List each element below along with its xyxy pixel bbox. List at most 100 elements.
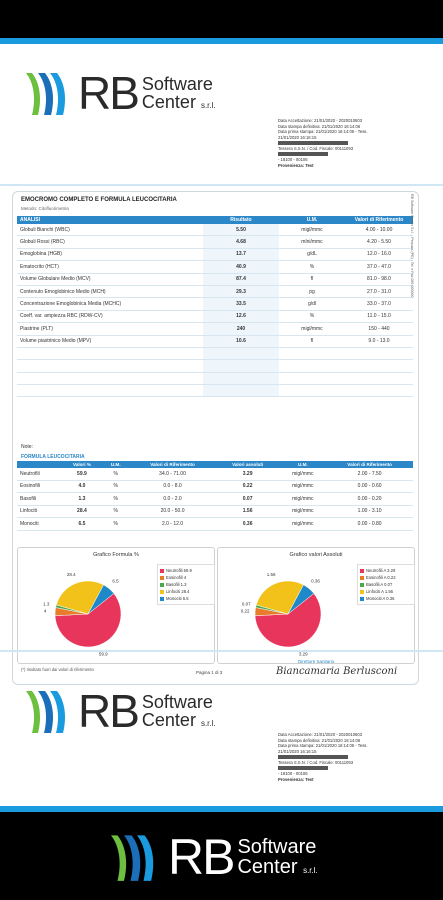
top-black-bar <box>0 0 443 38</box>
logo-center: Center <box>237 856 298 878</box>
legend-label: Monociti A 0.36 <box>366 596 395 601</box>
formula-cell-pct: 6.5 <box>61 517 103 531</box>
bottom-accent-line <box>0 806 443 812</box>
logo-rb: RB <box>78 685 140 737</box>
cell-result: 29.3 <box>203 285 279 299</box>
cell-um: migl/mmc <box>279 322 345 336</box>
logo-srl: s.r.l. <box>200 101 216 110</box>
col-um: U.M. <box>279 216 345 224</box>
top-accent-line <box>0 38 443 44</box>
legend-swatch <box>160 596 164 601</box>
cell-ref: 9.0 - 13.0 <box>345 335 413 348</box>
table-row: Ematocrito (HCT) 40.9% 37.0 - 47.0 <box>17 260 413 274</box>
cell-analisi: Piastrine (PLT) <box>17 322 203 336</box>
chart-title: Grafico valori Assoluti <box>289 552 343 558</box>
formula-cell-ref2: 0.00 - 0.20 <box>326 492 413 506</box>
formula-title: FORMULA LEUCOCITARIA <box>21 454 85 460</box>
cell-um: pg <box>279 285 345 299</box>
legend-item: Basofili 1.3 <box>160 581 212 588</box>
formula-col: U.M. <box>279 461 327 468</box>
formula-cell-ref2: 2.00 - 7.50 <box>326 468 413 481</box>
cell-ref: 81.0 - 98.0 <box>345 273 413 286</box>
bottom-black-bar: RB Software Center s.r.l. <box>0 812 443 900</box>
formula-cell-um: % <box>102 505 130 518</box>
formula-cell-pct: 4.0 <box>61 480 103 493</box>
legend-swatch <box>360 589 364 594</box>
legend-label: Eosinofili A 0.22 <box>366 575 396 580</box>
legend-label: Neutrofili A 3.29 <box>366 568 396 573</box>
formula-cell-pct: 28.4 <box>61 505 103 518</box>
pie-data-label: 1.56 <box>267 572 276 577</box>
results-table: ANALISI Risultato U.M. Valori di Riferim… <box>17 216 413 398</box>
redacted-address <box>278 152 328 157</box>
cell-analisi: Globuli Rossi (RBC) <box>17 235 203 249</box>
cell-analisi: Volume piastrinico Medio (MPV) <box>17 335 203 348</box>
blank-cell <box>279 347 345 361</box>
logo-srl: s.r.l. <box>303 866 318 875</box>
cell-ref: 33.0 - 37.0 <box>345 297 413 311</box>
cell-result: 240 <box>203 322 279 336</box>
brand-logo-bottom: RB Software Center s.r.l. <box>108 828 318 886</box>
formula-cell-um2: migl/mmc <box>279 517 327 531</box>
info-addr: - 18100 - 00106 <box>278 157 308 163</box>
formula-col: Valori assoluti <box>215 461 280 468</box>
legend-swatch <box>360 582 364 587</box>
pie-chart-absolute: Grafico valori Assoluti 3.29 0.22 0.07 1.56… <box>217 547 415 664</box>
formula-cell-ref2: 0.00 - 0.60 <box>326 480 413 493</box>
formula-cell-name: Monociti <box>17 517 62 531</box>
cell-result: 5.50 <box>203 224 279 237</box>
info-line: 21/01/2020 16:16:15 <box>278 134 317 140</box>
formula-cell-ref: 0.0 - 8.0 <box>129 480 216 493</box>
info-line: Data Accettazione: 21/01/2020 - 20200106… <box>278 732 363 737</box>
patient-header-info-page2: Data Accettazione: 21/01/2020 - 20200106… <box>278 732 368 782</box>
pie-data-label: 6.5 <box>112 579 119 584</box>
legend-item: Linfociti A 1.56 <box>360 588 412 595</box>
blank-row <box>17 359 413 373</box>
formula-cell-um2: migl/mmc <box>279 480 327 493</box>
legend-swatch <box>160 582 164 587</box>
cell-um: g/dl <box>279 297 345 311</box>
footnote: (*) risultato fuori dai valori di riferi… <box>21 667 94 672</box>
table-row: Globuli Rossi (RBC) 4.68 mlni/mmc 4.20 - 5.… <box>17 235 413 249</box>
formula-col <box>17 461 62 468</box>
formula-cell-abs: 3.29 <box>215 468 280 481</box>
chart-legend: Neutrofili A 3.29 Eosinofili A 0.22 Basofi… <box>357 564 415 605</box>
side-company-text: RB Software Center S.r.l. - Pescara (PE)… <box>410 194 414 298</box>
report-panel: EMOCROMO COMPLETO E FORMULA LEUCOCITARIA… <box>12 191 419 685</box>
blank-cell <box>345 384 413 398</box>
legend-item: Eosinofili A 0.22 <box>360 574 412 581</box>
pie-data-label: 28.4 <box>67 572 76 577</box>
cell-analisi: Globuli Bianchi (WBC) <box>17 224 203 237</box>
info-fiscal: Tessera S.S.N. / Cod. Fiscale: 00111093 <box>278 759 354 765</box>
redacted-name <box>278 141 348 146</box>
report-title: EMOCROMO COMPLETO E FORMULA LEUCOCITARIA <box>21 197 177 203</box>
logo-center: Center <box>141 92 196 112</box>
blank-cell <box>279 384 345 398</box>
formula-cell-um2: migl/mmc <box>279 468 327 481</box>
formula-row: Neutrofili 59.9% 34.0 - 71.00 3.29 migl/mmc 2… <box>17 468 413 481</box>
cell-result: 33.5 <box>203 297 279 311</box>
cell-ref: 11.0 - 15.0 <box>345 310 413 324</box>
cell-result: 87.4 <box>203 273 279 286</box>
legend-item: Linfociti 28.4 <box>160 588 212 595</box>
table-row: Contenuto Emoglobinico Medio (MCH) 29.3 pg… <box>17 285 413 299</box>
cell-result: 12.6 <box>203 310 279 324</box>
blank-cell <box>203 372 279 386</box>
info-line: Data stampa definitiva: 21/01/2020 16:14… <box>278 737 361 743</box>
separator <box>0 184 443 186</box>
pie-data-label: 0.36 <box>311 578 320 583</box>
brand-logo-top: RB Software Center s.r.l. <box>24 66 216 120</box>
separator <box>0 650 443 652</box>
blank-row <box>17 372 413 386</box>
cell-ref: 27.0 - 31.0 <box>345 285 413 299</box>
pie-data-label: 1.3 <box>43 601 50 606</box>
cell-analisi: Ematocrito (HCT) <box>17 260 203 274</box>
cell-um: fl <box>279 335 345 348</box>
pie-slice <box>254 593 322 648</box>
formula-col: Valori di Riferimento <box>326 461 413 468</box>
info-provenance: Provenienza: Test <box>278 162 314 168</box>
cell-result: 4.68 <box>203 235 279 249</box>
formula-cell-abs: 0.36 <box>215 517 280 531</box>
cell-um: % <box>279 260 345 274</box>
info-fiscal: Tessera S.S.N. / Cod. Fiscale: 00111093 <box>278 145 354 151</box>
